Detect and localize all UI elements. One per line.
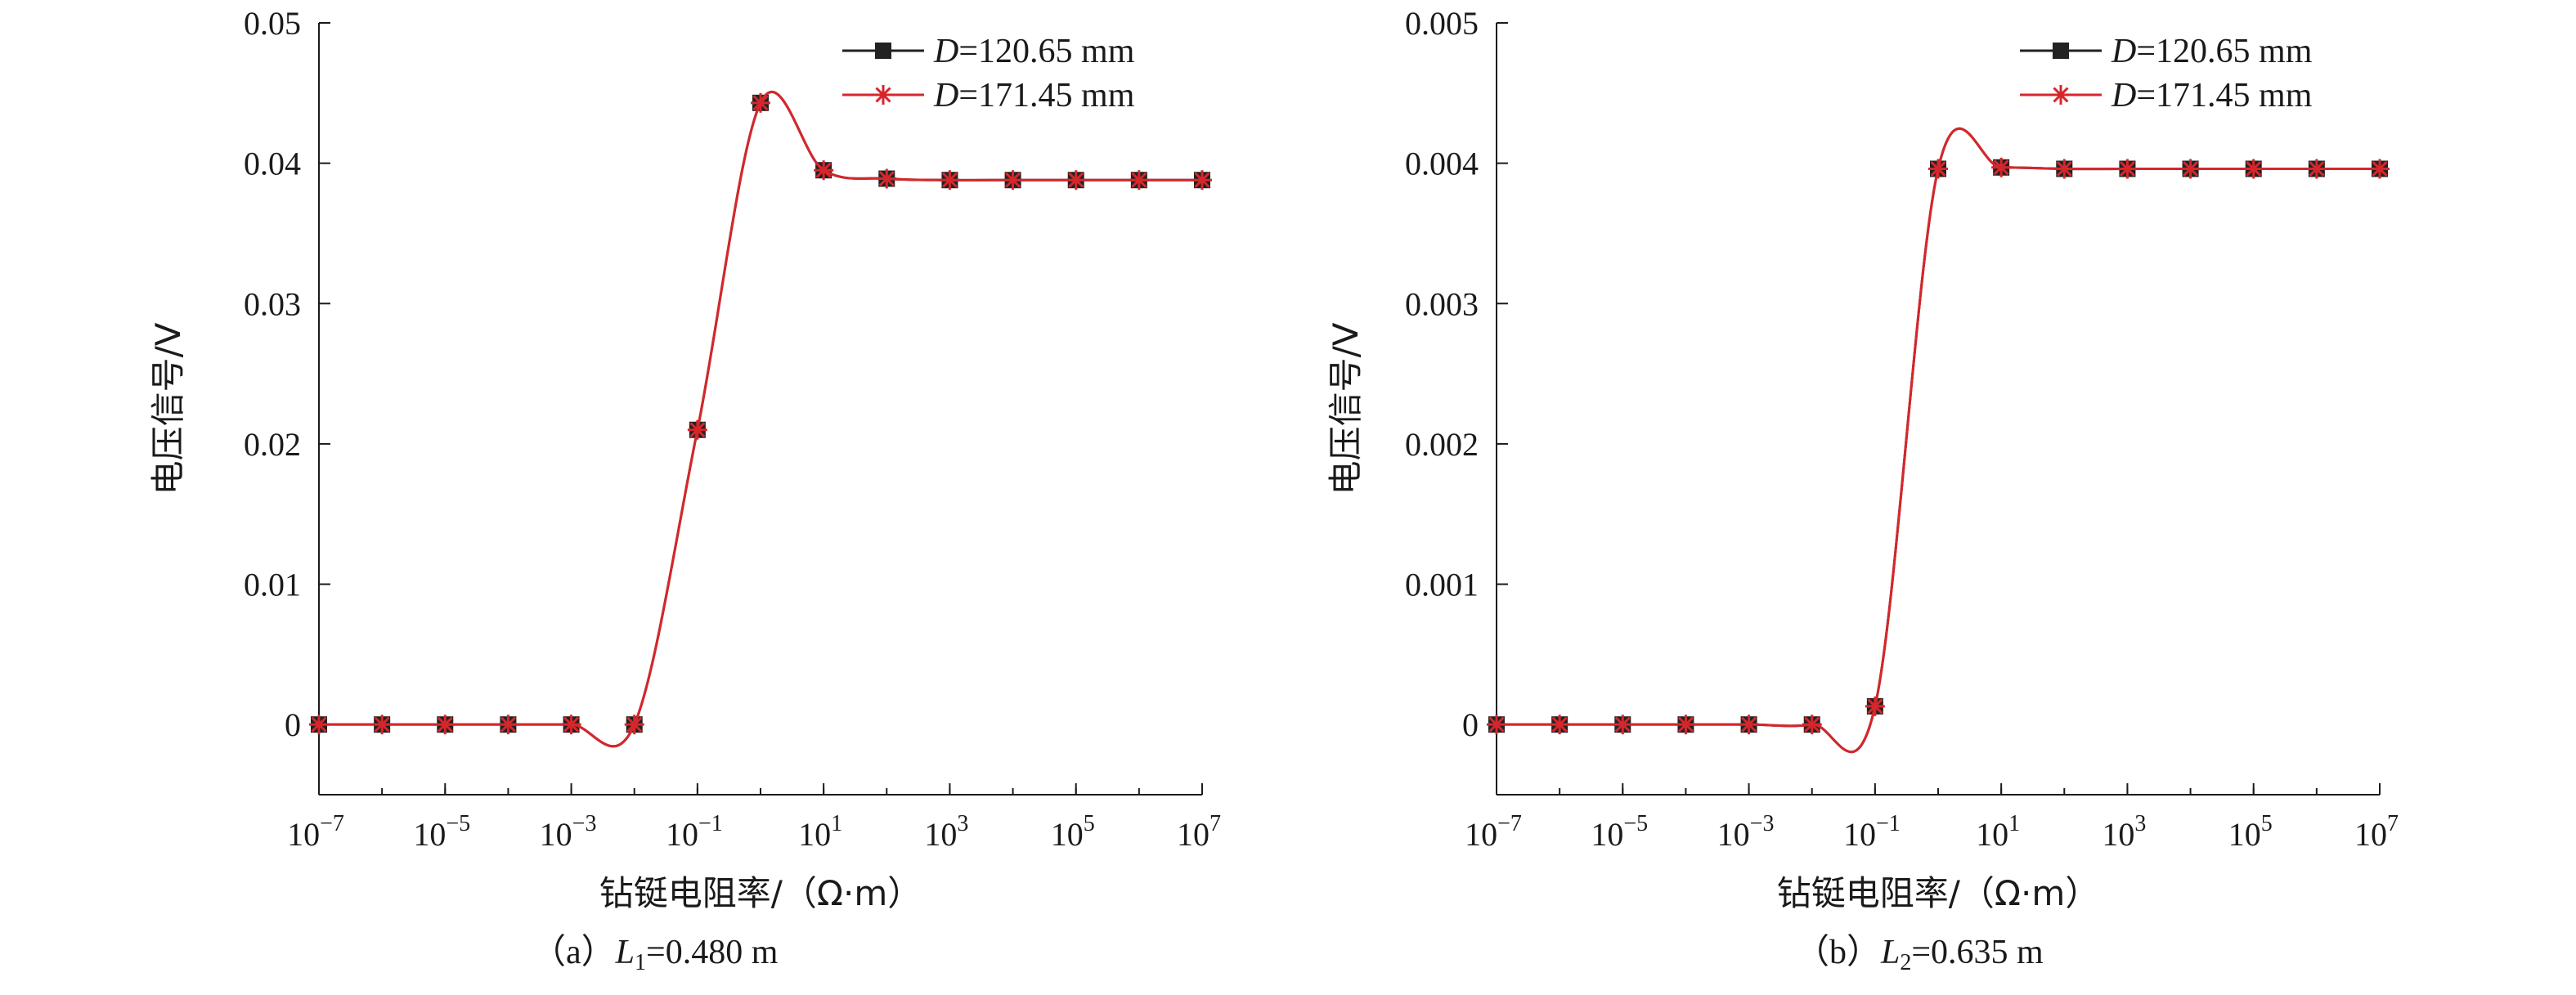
x-tick-label: 103 [924,811,968,853]
series-line-1 [319,91,1202,748]
x-tick-label: 107 [1177,811,1221,853]
chart-panel-a: 0 0.01 0.02 0.03 0.04 0.05 10−7 10−5 10−3 10−1 101… [33,0,1276,995]
y-tick-label: 0.001 [1405,567,1479,603]
y-tick-label: 0.02 [244,426,301,463]
data-point-star [2370,159,2390,179]
data-point-star [1739,715,1759,735]
x-tick-label: 10−7 [287,811,344,853]
x-tick-label: 10−7 [1465,811,1522,853]
data-point-star [309,715,329,735]
legend-marker-star [873,85,893,105]
chart-a-svg: 0 0.01 0.02 0.03 0.04 0.05 10−7 10−5 10−3 10−1 101… [148,5,1221,913]
data-point-star [940,170,960,190]
caption-b-var: L [1881,934,1901,971]
x-tick-label: 105 [1051,811,1095,853]
caption-a: （a）L1=0.480 m [532,924,778,976]
legend-marker-star [2051,85,2071,105]
data-point-star [877,168,897,189]
caption-b-rest: =0.635 m [1911,934,2044,971]
data-point-star [814,160,834,181]
y-tick-label: 0.05 [244,5,301,42]
data-point-star [1802,715,1822,735]
x-tick-label: 107 [2354,811,2399,853]
x-tick-label: 10−1 [1843,811,1901,853]
data-point-star [498,715,518,735]
x-tick-label: 105 [2228,811,2273,853]
data-point-star [435,715,456,735]
y-tick-label: 0.04 [244,146,301,182]
data-point-star [751,92,770,113]
caption-b-prefix: （b） [1795,934,1882,971]
x-tick-label: 10−5 [1591,811,1648,853]
x-axis-title: 钻铤电阻率/（Ω·m） [1777,873,2100,913]
data-point-star [624,715,644,735]
caption-b-sub: 2 [1900,950,1912,975]
data-point-star [1487,715,1506,735]
data-point-star [1991,157,2012,177]
x-tick-label: 10−5 [413,811,470,853]
series-line-2 [319,91,1202,748]
legend-marker-square [2053,43,2069,59]
data-point-star [372,715,393,735]
data-point-star [1676,715,1696,735]
data-point-star [1928,159,1948,179]
caption-a-var: L [615,934,635,971]
data-point-star [2117,159,2138,179]
y-tick-label: 0.004 [1405,146,1479,182]
data-point-star [1865,696,1885,716]
y-tick-label: 0.002 [1405,426,1479,463]
caption-a-prefix: （a） [532,934,616,971]
data-point-star [2243,159,2264,179]
x-tick-label: 101 [1976,811,2020,853]
data-point-star [1192,170,1212,190]
y-tick-label: 0.005 [1405,5,1479,42]
data-point-star [1003,170,1023,190]
caption-b: （b）L2=0.635 m [1795,924,2044,976]
x-axis-title: 钻铤电阻率/（Ω·m） [599,873,922,913]
y-axis-title: 电压信号/V [148,322,188,495]
series-line-2 [1497,127,2380,754]
chart-panel-b: 0 0.001 0.002 0.003 0.004 0.005 10−7 10−5 10−3 10… [1210,0,2453,995]
legend-marker-square [875,43,891,59]
chart-b-svg: 0 0.001 0.002 0.003 0.004 0.005 10−7 10−5 10−3 10… [1326,5,2399,913]
data-point-star [687,419,707,440]
data-point-star [561,715,581,735]
legend-label-2: D=171.45 mm [2111,77,2313,114]
y-tick-label: 0.01 [244,567,301,603]
x-tick-label: 101 [798,811,842,853]
x-tick-label: 103 [2102,811,2146,853]
data-point-star [1066,170,1086,190]
legend-label-1: D=120.65 mm [2111,33,2313,70]
caption-a-rest: =0.480 m [646,934,779,971]
x-tick-label: 10−3 [1717,811,1775,853]
y-tick-label: 0.003 [1405,285,1479,322]
legend-label-1: D=120.65 mm [933,33,1135,70]
legend-label-2: D=171.45 mm [933,77,1135,114]
data-point-star [2306,159,2327,179]
series-line-1 [1497,127,2380,754]
data-point-star [2180,159,2201,179]
data-point-star [1550,715,1570,735]
data-point-star [2054,159,2075,179]
x-tick-label: 10−3 [540,811,597,853]
y-tick-label: 0.03 [244,285,301,322]
x-tick-label: 10−1 [666,811,723,853]
y-tick-label: 0 [1462,706,1479,743]
caption-a-sub: 1 [635,950,647,975]
data-point-star [1613,715,1633,735]
y-axis-title: 电压信号/V [1326,322,1366,495]
y-tick-label: 0 [285,706,301,743]
data-point-star [1129,170,1149,190]
